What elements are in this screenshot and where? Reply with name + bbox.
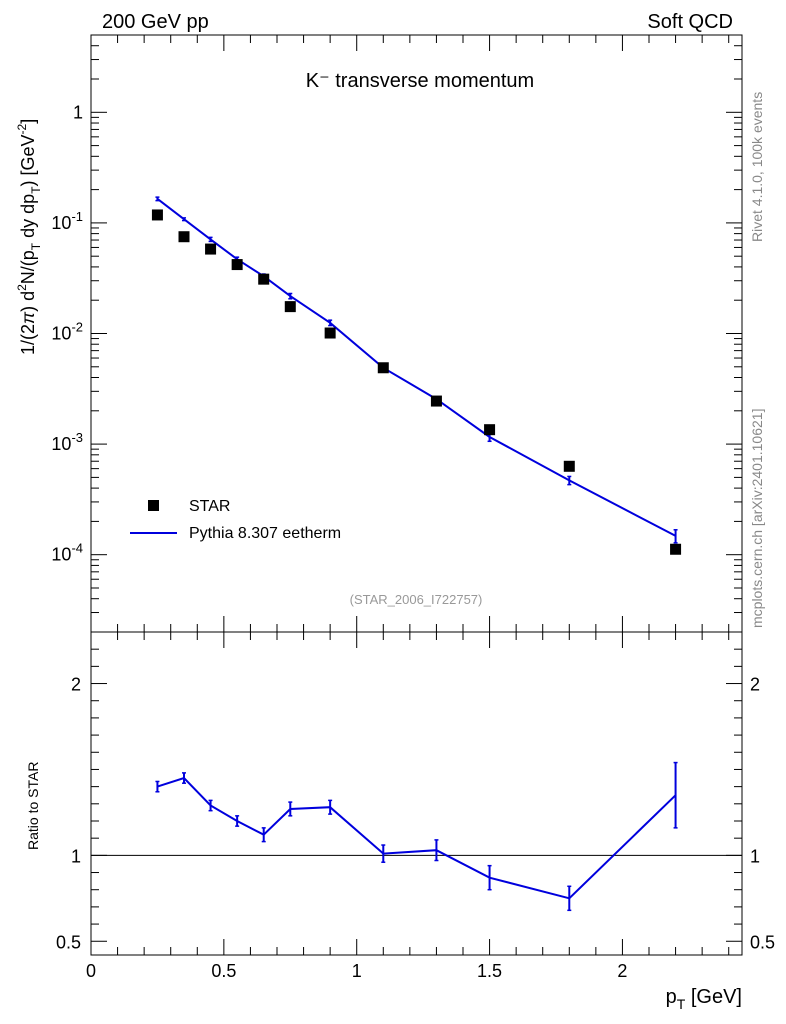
star-data-point <box>563 460 575 472</box>
legend-marker-star <box>148 500 159 511</box>
x-axis-label: pT [GeV] <box>666 986 742 1012</box>
x-tick-label: 2 <box>617 961 627 981</box>
legend: STAR Pythia 8.307 eetherm <box>130 498 341 542</box>
star-data-point <box>484 424 496 436</box>
ratio-mc-series <box>155 761 678 912</box>
ratio-plot-frame <box>90 631 743 956</box>
x-tick-label: 0 <box>86 961 96 981</box>
ratio-y-tick-label: 1 <box>71 846 81 866</box>
star-data-point <box>205 243 217 255</box>
star-data-point <box>377 362 389 374</box>
main-y-tick-label: 10-1 <box>51 209 83 233</box>
main-data-series <box>151 209 682 555</box>
header-left: 200 GeV pp <box>102 11 209 33</box>
ratio-axis-ticks: 0.5 0.51 12 20 0.5 1 1.5 2 <box>56 632 775 981</box>
main-y-tick-label: 10-2 <box>51 320 83 344</box>
ratio-y-tick-label: 0.5 <box>56 932 81 952</box>
ratio-y-tick-label-right: 2 <box>750 675 760 695</box>
legend-label-pythia: Pythia 8.307 eetherm <box>189 525 341 542</box>
ratio-y-tick-label-right: 1 <box>750 846 760 866</box>
star-data-point <box>324 327 336 339</box>
ratio-y-tick-label: 2 <box>71 675 81 695</box>
star-data-point <box>178 231 190 243</box>
ratio-curve <box>157 776 677 900</box>
main-axis-ticks: 10-4 10-3 10-2 10-1 1 <box>51 34 742 633</box>
star-data-point <box>258 273 270 285</box>
legend-label-star: STAR <box>189 498 230 515</box>
header-right: Soft QCD <box>647 11 733 33</box>
mcplots-label: mcplots.cern.ch [arXiv:2401.10621] <box>749 409 765 628</box>
star-data-point <box>430 395 442 407</box>
rivet-version-label: Rivet 4.1.0, 100k events <box>749 92 765 242</box>
chart-title: K⁻ transverse momentum <box>306 70 534 92</box>
main-y-tick-label: 10-4 <box>51 541 83 565</box>
main-mc-series <box>155 196 678 544</box>
ratio-y-tick-label-right: 0.5 <box>750 932 775 952</box>
star-data-point <box>231 259 243 271</box>
main-y-axis-label: 1/(2π) d2N/(pT dy dpT) [GeV-2] <box>15 119 43 355</box>
x-tick-label: 1.5 <box>477 961 502 981</box>
main-y-tick-label: 1 <box>73 102 83 122</box>
ratio-y-axis-label: Ratio to STAR <box>25 762 41 850</box>
analysis-id: (STAR_2006_I722757) <box>350 592 483 607</box>
x-tick-label: 1 <box>352 961 362 981</box>
main-plot-frame <box>90 34 743 633</box>
x-tick-label: 0.5 <box>211 961 236 981</box>
star-data-point <box>670 543 682 555</box>
star-data-point <box>151 209 163 221</box>
main-y-tick-label: 10-3 <box>51 430 83 454</box>
pythia-curve <box>156 198 677 537</box>
star-data-point <box>284 301 296 313</box>
